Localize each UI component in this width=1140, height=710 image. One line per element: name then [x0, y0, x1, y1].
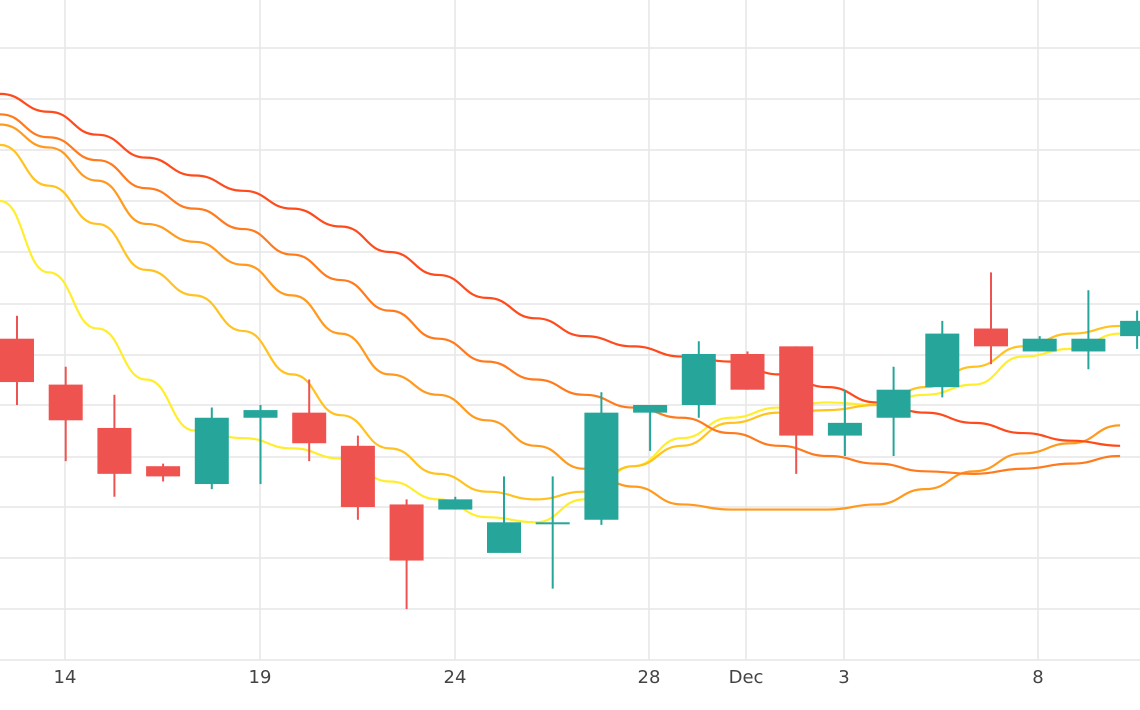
- candle-body: [633, 405, 668, 413]
- ma-line-2: [0, 143, 1121, 501]
- candle-body: [487, 522, 521, 553]
- candles: [0, 272, 1140, 609]
- candle-body: [535, 522, 570, 525]
- candle-body: [438, 499, 473, 510]
- candle-body: [1120, 320, 1140, 337]
- candle-body: [779, 346, 814, 436]
- x-tick-label: 14: [54, 667, 77, 688]
- candle-body: [876, 389, 911, 418]
- ma-line-4: [0, 113, 1121, 475]
- candle-body: [194, 417, 229, 485]
- candle-body: [243, 410, 278, 418]
- candle-body: [146, 466, 181, 477]
- ma-line-5: [0, 92, 1121, 447]
- candle-body: [974, 328, 1008, 347]
- ma-line-3: [0, 123, 1121, 511]
- x-tick-label: 19: [249, 667, 272, 688]
- candle-body: [340, 445, 375, 507]
- candle-body: [48, 384, 83, 421]
- candle-body: [730, 354, 765, 390]
- candle-body: [389, 504, 424, 561]
- x-tick-label: 24: [444, 667, 467, 688]
- candle-body: [827, 422, 862, 436]
- candle-body: [97, 427, 132, 474]
- x-tick-label: 28: [638, 667, 661, 688]
- x-axis-ticks: 14 19 24 28 Dec 3 8: [54, 667, 1044, 688]
- candle-body: [0, 338, 34, 383]
- gridlines: [0, 0, 1140, 661]
- candle-body: [925, 333, 960, 388]
- candle-body: [292, 412, 327, 444]
- x-tick-label: 3: [838, 667, 849, 688]
- x-tick-label: 8: [1032, 667, 1043, 688]
- moving-average-lines: [0, 92, 1121, 524]
- x-tick-label: Dec: [729, 667, 764, 688]
- candle-body: [1071, 338, 1106, 352]
- candle-body: [681, 354, 716, 405]
- candle-body: [1022, 338, 1057, 352]
- ma-line-1: [0, 199, 1121, 524]
- candle-body: [584, 412, 619, 520]
